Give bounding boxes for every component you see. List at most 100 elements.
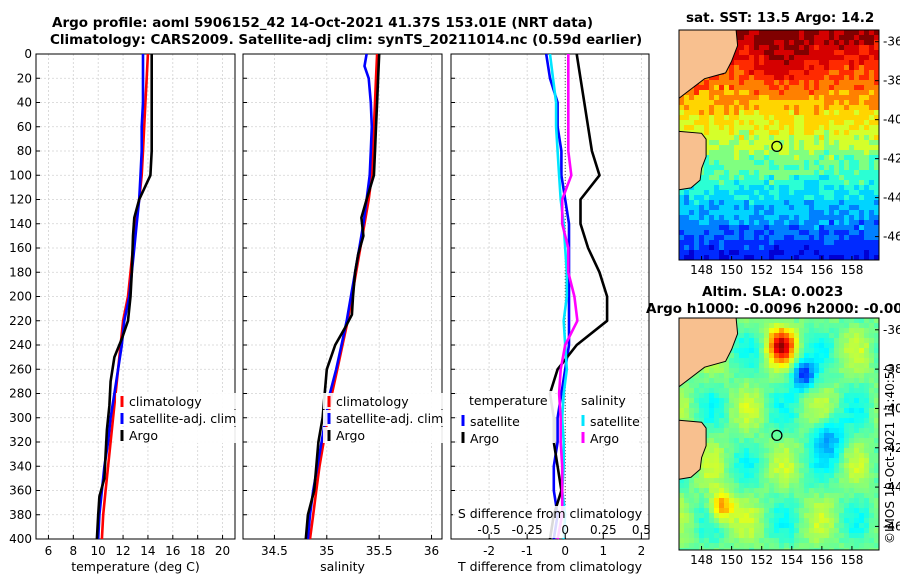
map-cell [779, 185, 785, 191]
map-cell [759, 328, 765, 334]
map-cell [729, 423, 735, 429]
map-cell [854, 338, 860, 344]
map-cell [844, 85, 850, 91]
map-cell [789, 393, 795, 399]
map-cell [724, 388, 730, 394]
map-cell [699, 393, 705, 399]
map-cell [804, 250, 810, 256]
map-cell [874, 323, 879, 329]
map-cell [819, 205, 825, 211]
map-cell [779, 125, 785, 131]
map-cell [719, 140, 725, 146]
map-cell [694, 483, 700, 489]
map-cell [764, 318, 770, 324]
map-cell [869, 85, 875, 91]
land-mainland [679, 318, 739, 388]
map-cell [729, 205, 735, 211]
ytick-label: 180 [9, 265, 32, 279]
map-cell [824, 418, 830, 424]
map-cell [784, 418, 790, 424]
map-cell [869, 333, 875, 339]
map-cell [764, 180, 770, 186]
map-cell [754, 343, 760, 349]
map-xtick-label: 156 [810, 553, 833, 567]
map-cell [869, 323, 875, 329]
map-cell [699, 398, 705, 404]
map-cell [704, 403, 710, 409]
map-cell [824, 70, 830, 76]
map-cell [784, 90, 790, 96]
map-cell [844, 463, 850, 469]
map-cell [734, 105, 740, 111]
map-cell [774, 463, 780, 469]
map-cell [739, 125, 745, 131]
map-cell [769, 353, 775, 359]
map-cell [789, 235, 795, 241]
legend-entry: satellite-adj. clim [129, 411, 236, 426]
map-cell [714, 378, 720, 384]
map-cell [749, 488, 755, 494]
map-cell [729, 448, 735, 454]
map-cell [854, 328, 860, 334]
map-cell [854, 225, 860, 231]
map-cell [814, 513, 820, 519]
map-cell [754, 368, 760, 374]
map-cell [684, 230, 690, 236]
legend-bg [323, 393, 489, 409]
map-cell [759, 333, 765, 339]
map-cell [714, 220, 720, 226]
map-cell [799, 528, 805, 534]
map-cell [874, 145, 879, 151]
map-cell [734, 230, 740, 236]
map-cell [754, 30, 760, 36]
map-cell [754, 348, 760, 354]
map-cell [809, 463, 815, 469]
map-cell [794, 318, 800, 324]
map-cell [754, 125, 760, 131]
map-cell [784, 70, 790, 76]
map-cell [749, 85, 755, 91]
map-cell [759, 318, 765, 324]
map-cell [709, 388, 715, 394]
map-cell [729, 453, 735, 459]
map-cell [764, 348, 770, 354]
map-cell [834, 245, 840, 251]
map-cell [714, 240, 720, 246]
map-cell [759, 55, 765, 61]
map-cell [679, 478, 685, 484]
map-cell [864, 488, 870, 494]
map-cell [839, 205, 845, 211]
map-cell [794, 170, 800, 176]
map-cell [694, 255, 700, 260]
map-cell [849, 388, 855, 394]
map-cell [844, 373, 850, 379]
map-cell [874, 328, 879, 334]
map-cell [794, 353, 800, 359]
map-cell [749, 348, 755, 354]
map-cell [819, 45, 825, 51]
map-cell [684, 100, 690, 106]
map-cell [764, 105, 770, 111]
legend-bg [116, 410, 282, 426]
map-cell [684, 478, 690, 484]
legend-entry: Argo [590, 431, 619, 446]
map-cell [734, 458, 740, 464]
map-cell [849, 40, 855, 46]
map-cell [689, 508, 695, 514]
map-cell [864, 443, 870, 449]
map-cell [744, 235, 750, 241]
map-cell [704, 548, 710, 550]
map-cell [709, 205, 715, 211]
map-cell [804, 548, 810, 550]
map-cell [729, 145, 735, 151]
map-cell [784, 180, 790, 186]
map-cell [709, 75, 715, 81]
map-cell [724, 120, 730, 126]
map-cell [814, 85, 820, 91]
map-cell [704, 498, 710, 504]
map-cell [854, 483, 860, 489]
map-cell [814, 503, 820, 509]
map-cell [744, 145, 750, 151]
map-cell [754, 413, 760, 419]
map-cell [709, 403, 715, 409]
